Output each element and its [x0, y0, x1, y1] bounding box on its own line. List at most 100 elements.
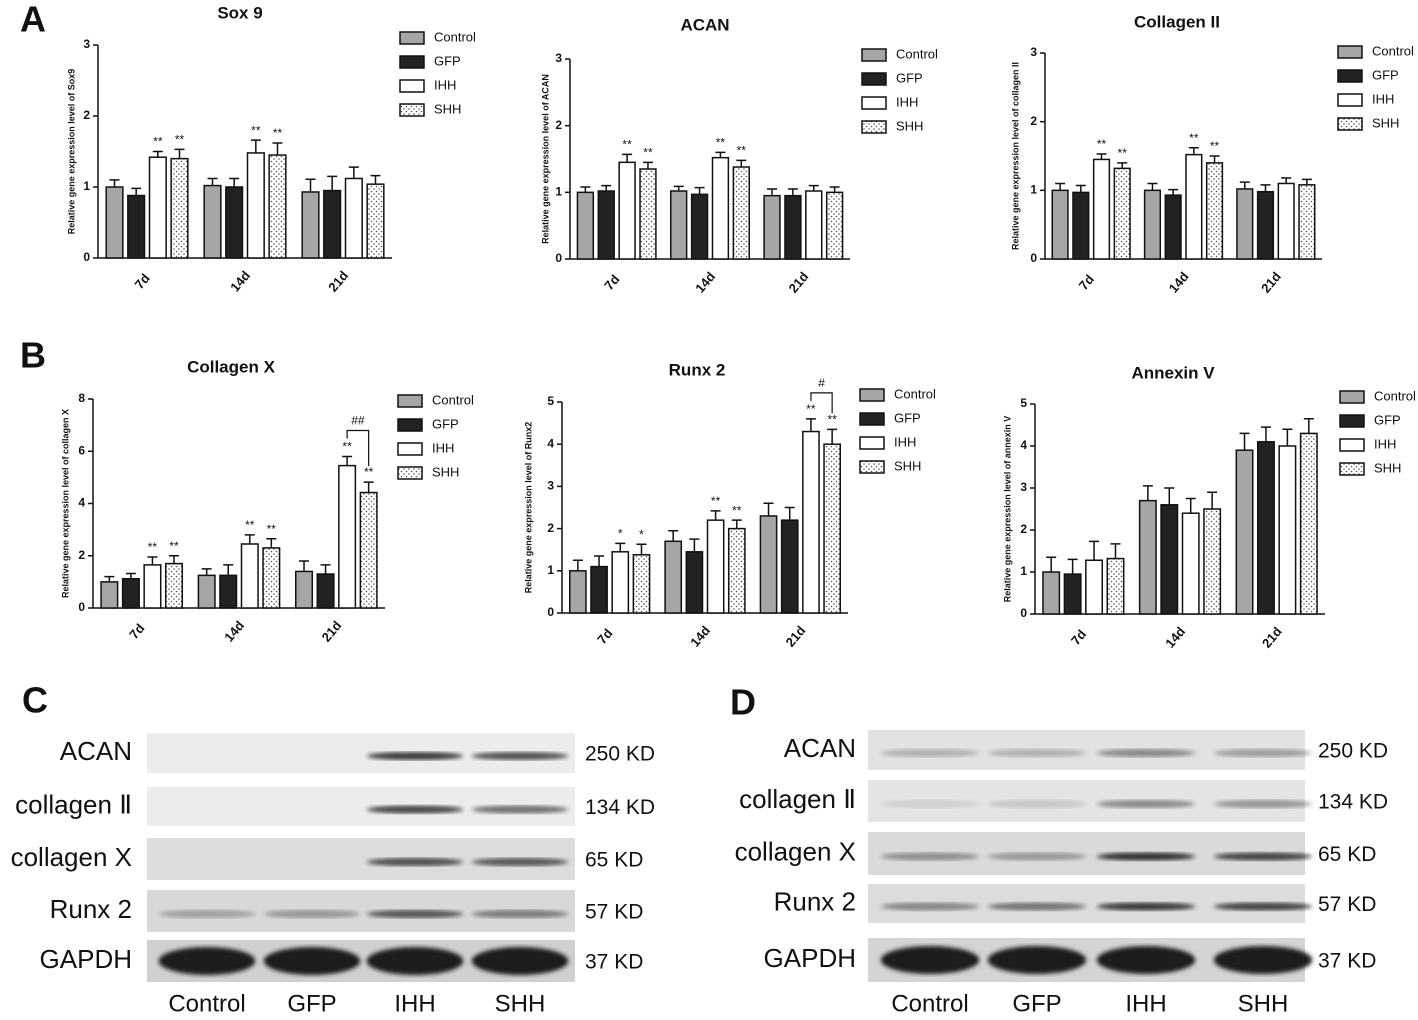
bar — [732, 166, 750, 260]
bar — [143, 564, 162, 609]
blot-band — [263, 910, 361, 918]
legend-swatch — [1339, 390, 1365, 404]
y-tick-label: 0 — [1030, 251, 1037, 265]
y-tick-label: 1 — [83, 179, 90, 193]
legend-label: GFP — [434, 53, 461, 68]
blot-band — [471, 805, 569, 814]
error-bar — [1188, 147, 1199, 155]
y-axis-label: Relative gene expression level of collag… — [1010, 62, 1020, 250]
bar — [1160, 504, 1179, 615]
y-tick-label: 0 — [78, 600, 85, 614]
legend-swatch — [861, 120, 887, 134]
bar — [359, 491, 378, 609]
y-tick-label: 1 — [1020, 564, 1027, 578]
bar — [219, 574, 238, 609]
y-tick-label: 4 — [1020, 438, 1027, 452]
bar — [823, 443, 841, 614]
panel-label: D — [730, 682, 756, 723]
blot-row-label: ACAN — [784, 733, 856, 763]
error-bar — [1260, 184, 1271, 192]
bar — [1256, 190, 1275, 260]
blot-size-label: 250 KD — [585, 743, 655, 766]
bar — [1072, 191, 1090, 260]
legend-swatch — [399, 31, 425, 45]
error-bar — [1281, 177, 1292, 184]
legend-label: IHH — [1374, 436, 1396, 451]
error-bar — [763, 502, 774, 516]
legend-swatch — [861, 96, 887, 110]
legend-label: Control — [434, 29, 476, 44]
bracket — [346, 429, 370, 467]
significance-label: ** — [827, 413, 837, 427]
bar — [576, 191, 595, 260]
legend-swatch — [859, 412, 885, 426]
blot-row-label: ACAN — [60, 736, 132, 766]
bar — [1181, 512, 1200, 615]
blot-size-label: 37 KD — [1318, 950, 1376, 973]
bar — [632, 554, 651, 614]
error-bar — [736, 159, 747, 167]
legend-swatch — [399, 79, 425, 93]
chart-title: Collagen X — [187, 357, 276, 376]
bar — [338, 464, 357, 609]
blot-row-label: collagen Ⅱ — [739, 784, 856, 814]
bar — [1235, 449, 1254, 615]
error-bar — [689, 538, 700, 552]
y-tick-label: 3 — [83, 37, 90, 51]
error-bar — [1164, 487, 1175, 505]
x-tick-label: 14d — [227, 268, 253, 295]
legend-swatch — [861, 48, 887, 62]
bar — [100, 581, 119, 609]
bar — [344, 177, 363, 259]
y-tick-label: 4 — [78, 496, 85, 510]
legend-label: IHH — [896, 94, 918, 109]
bar — [590, 565, 608, 614]
error-bar — [1089, 540, 1100, 561]
blot-row-label: GAPDH — [764, 943, 856, 973]
error-bar — [668, 529, 679, 542]
error-bar — [1067, 558, 1078, 575]
significance-label: ** — [169, 539, 179, 553]
bar — [1051, 189, 1069, 260]
y-axis-label: Relative gene expression level of collag… — [60, 409, 70, 598]
error-bar — [615, 542, 626, 552]
bar — [727, 527, 746, 614]
bar — [1164, 194, 1182, 260]
legend-label: SHH — [1374, 460, 1401, 475]
x-tick-label: 21d — [783, 623, 809, 650]
error-bar — [636, 543, 647, 555]
bar — [1106, 557, 1125, 615]
bar — [1143, 189, 1162, 260]
y-tick-label: 5 — [547, 394, 554, 408]
significance-label: ** — [364, 465, 374, 479]
significance-label: * — [639, 527, 644, 541]
bar — [262, 547, 281, 609]
blot-band — [366, 947, 464, 975]
error-bar — [109, 179, 120, 187]
bar — [105, 186, 124, 259]
significance-label: ** — [153, 135, 163, 149]
blot-band — [987, 800, 1087, 808]
error-bar — [207, 177, 218, 186]
bar — [690, 193, 709, 260]
y-tick-label: 3 — [547, 479, 554, 493]
lane-label: SHH — [495, 990, 546, 1017]
blot-band — [471, 947, 569, 975]
y-tick-label: 0 — [1020, 606, 1027, 620]
error-bar — [767, 188, 778, 196]
error-bar — [168, 555, 179, 564]
blot-size-label: 134 KD — [1318, 791, 1388, 814]
blot-band — [880, 902, 980, 911]
y-tick-label: 4 — [547, 436, 554, 450]
significance-label: ** — [1210, 139, 1220, 153]
error-bar — [342, 455, 353, 466]
error-bar — [1185, 497, 1196, 514]
bar — [569, 570, 587, 614]
error-bar — [1301, 178, 1312, 185]
x-tick-label: 21d — [325, 268, 351, 295]
y-axis-label: Relative gene expression level of Runx2 — [523, 422, 533, 594]
blot-row-label: Runx 2 — [50, 894, 132, 924]
bar — [294, 570, 314, 609]
lane-label: GFP — [1012, 990, 1061, 1017]
